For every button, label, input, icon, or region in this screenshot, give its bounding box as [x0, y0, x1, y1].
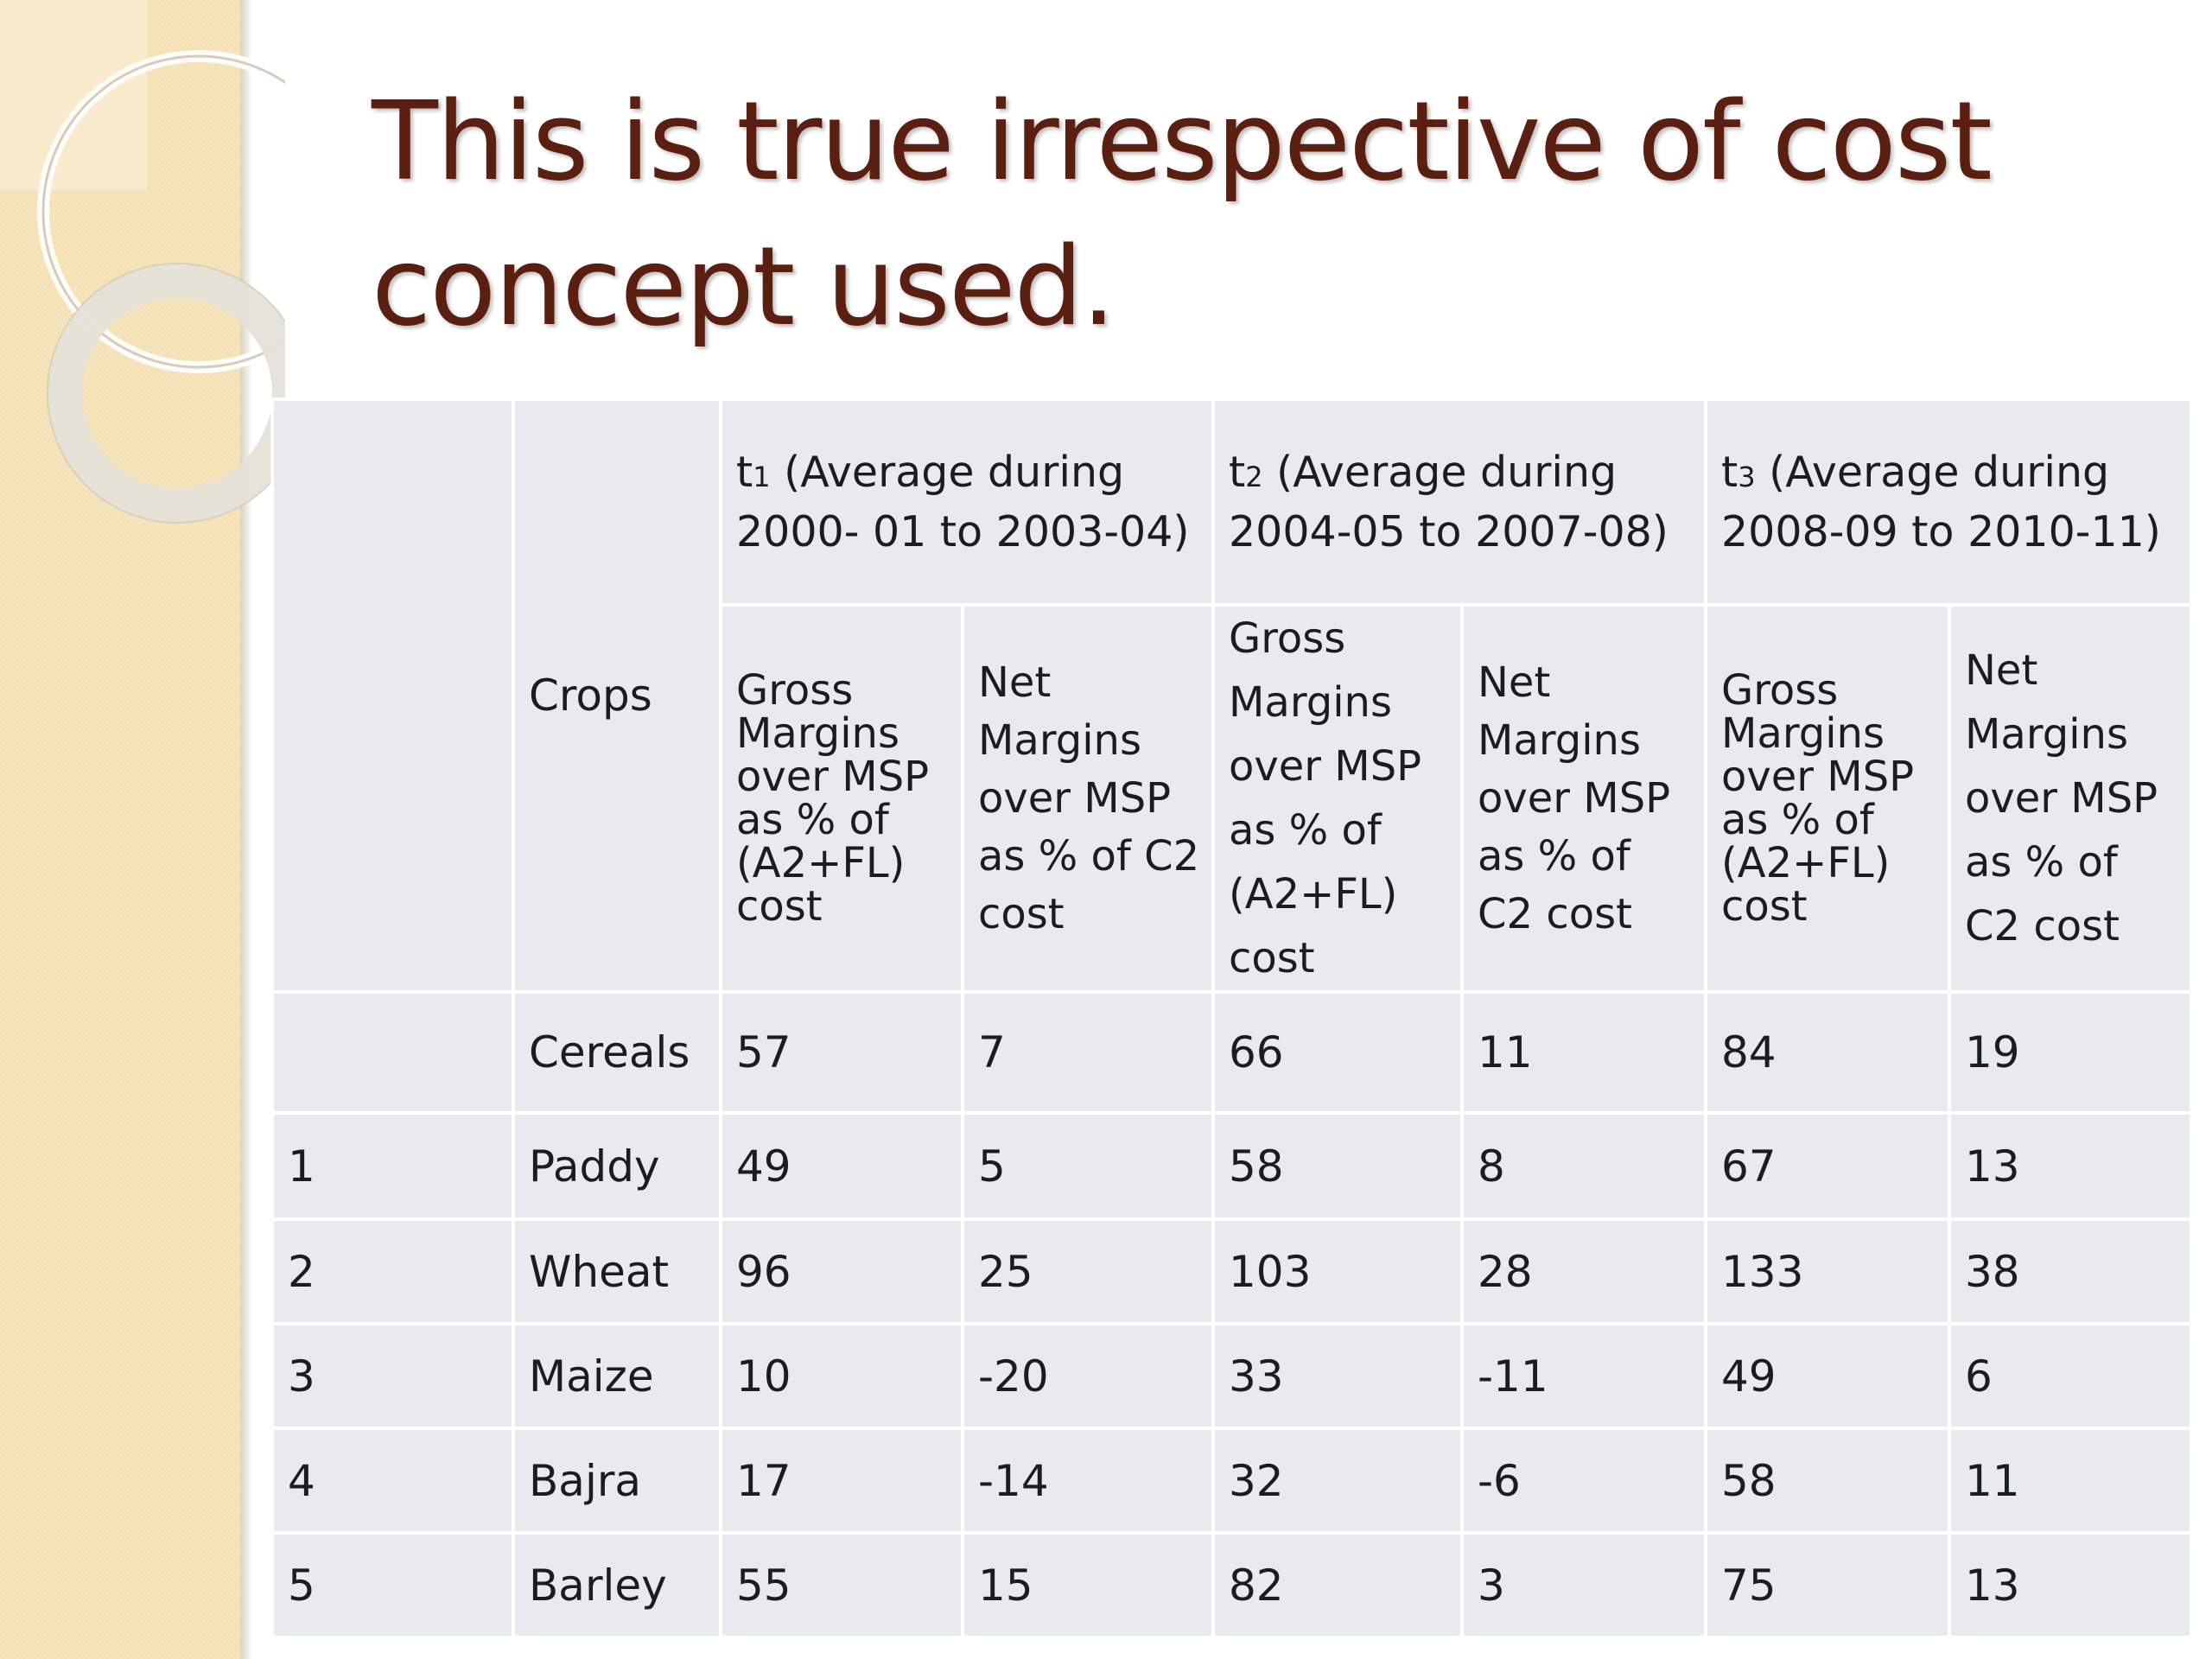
value-cell: 133: [1704, 1217, 1951, 1325]
net-margin-header-2: Net Margins over MSP as % of C2 cost: [1460, 603, 1707, 994]
period-1-header: t1 (Average during 2000- 01 to 2003-04): [719, 397, 1215, 607]
value-cell: 75: [1704, 1531, 1951, 1639]
period-3-header: t3 (Average during 2008-09 to 2010-11): [1704, 397, 2193, 607]
crop-name: Wheat: [512, 1217, 722, 1325]
number-header-cell: [270, 397, 515, 994]
value-cell: 32: [1211, 1427, 1464, 1535]
value-cell: 17: [719, 1427, 964, 1535]
value-cell: 82: [1211, 1531, 1464, 1639]
table-row: Cereals 57 7 66 11 84 19: [270, 990, 2193, 1115]
value-cell: 58: [1211, 1111, 1464, 1221]
value-cell: 15: [961, 1531, 1215, 1639]
table-row: 1 Paddy 49 5 58 8 67 13: [270, 1111, 2193, 1221]
value-cell: 84: [1704, 990, 1951, 1115]
table-row: 4 Bajra 17 -14 32 -6 58 11: [270, 1427, 2193, 1535]
crop-name: Cereals: [512, 990, 722, 1115]
crop-name: Barley: [512, 1531, 722, 1639]
row-number: 1: [270, 1111, 515, 1221]
row-number: 4: [270, 1427, 515, 1535]
value-cell: 25: [961, 1217, 1215, 1325]
crop-name: Bajra: [512, 1427, 722, 1535]
table-row: 2 Wheat 96 25 103 28 133 38: [270, 1217, 2193, 1325]
value-cell: -14: [961, 1427, 1215, 1535]
value-cell: 19: [1948, 990, 2193, 1115]
crops-header: Crops: [529, 671, 652, 721]
value-cell: 49: [1704, 1322, 1951, 1430]
value-cell: 55: [719, 1531, 964, 1639]
gross-margin-header-3: Gross Margins over MSP as % of (A2+FL) c…: [1704, 603, 1951, 994]
value-cell: 5: [961, 1111, 1215, 1221]
value-cell: -11: [1460, 1322, 1707, 1430]
crop-name: Maize: [512, 1322, 722, 1430]
period-2-header: t2 (Average during 2004-05 to 2007-08): [1211, 397, 1707, 607]
value-cell: 67: [1704, 1111, 1951, 1221]
sidebar-edge: [240, 0, 252, 1659]
value-cell: 28: [1460, 1217, 1707, 1325]
value-cell: 13: [1948, 1111, 2193, 1221]
value-cell: 3: [1460, 1531, 1707, 1639]
margin-header-row: Gross Margins over MSP as % of (A2+FL) c…: [272, 603, 2193, 994]
value-cell: 6: [1948, 1322, 2193, 1430]
crops-header-cell: Crops: [512, 397, 722, 994]
ring-ornament-icon: [0, 0, 285, 524]
row-number: 5: [270, 1531, 515, 1639]
value-cell: 96: [719, 1217, 964, 1325]
value-cell: 66: [1211, 990, 1464, 1115]
period-header-row: Crops t1 (Average during 2000- 01 to 200…: [270, 397, 2193, 994]
value-cell: 11: [1948, 1427, 2193, 1535]
crop-name: Paddy: [512, 1111, 722, 1221]
row-number: [270, 990, 515, 1115]
row-number: 3: [270, 1322, 515, 1430]
value-cell: 7: [961, 990, 1215, 1115]
value-cell: 13: [1948, 1531, 2193, 1639]
value-cell: 58: [1704, 1427, 1951, 1535]
value-cell: 10: [719, 1322, 964, 1430]
value-cell: 49: [719, 1111, 964, 1221]
gross-margin-header-1: Gross Margins over MSP as % of (A2+FL) c…: [719, 603, 964, 994]
margins-table: Crops t1 (Average during 2000- 01 to 200…: [270, 397, 2193, 1639]
value-cell: -20: [961, 1322, 1215, 1430]
value-cell: 57: [719, 990, 964, 1115]
net-margin-header-3: Net Margins over MSP as % of C2 cost: [1948, 603, 2193, 994]
value-cell: -6: [1460, 1427, 1707, 1535]
table-row: 5 Barley 55 15 82 3 75 13: [270, 1531, 2193, 1639]
value-cell: 33: [1211, 1322, 1464, 1430]
table-row: 3 Maize 10 -20 33 -11 49 6: [270, 1322, 2193, 1430]
value-cell: 11: [1460, 990, 1707, 1115]
value-cell: 38: [1948, 1217, 2193, 1325]
net-margin-header-1: Net Margins over MSP as % of C2 cost: [961, 603, 1215, 994]
row-number: 2: [270, 1217, 515, 1325]
slide-title: This is true irrespective of cost concep…: [372, 78, 1993, 350]
value-cell: 8: [1460, 1111, 1707, 1221]
gross-margin-header-2: Gross Margins over MSP as % of (A2+FL) c…: [1211, 603, 1464, 994]
value-cell: 103: [1211, 1217, 1464, 1325]
